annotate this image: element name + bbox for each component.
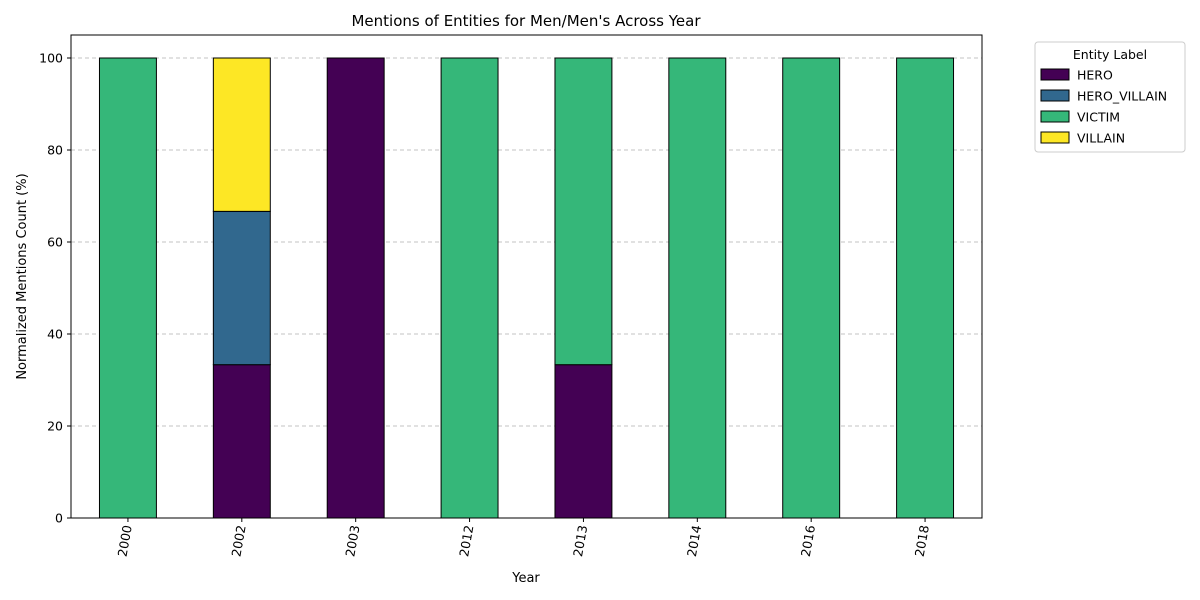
- legend-label: HERO_VILLAIN: [1077, 89, 1167, 104]
- bar-segment-hero-2003: [326, 57, 385, 519]
- legend-swatch: [1040, 68, 1070, 81]
- bar-segment-hero-villain-2002: [212, 210, 271, 366]
- chart-title: Mentions of Entities for Men/Men's Acros…: [351, 12, 701, 30]
- legend: Entity Label HERO HERO_VILLAIN VICTIM VILLA…: [1034, 41, 1186, 153]
- legend-swatch: [1040, 89, 1070, 102]
- bar-segment-hero-2002: [212, 364, 271, 519]
- y-axis-title: Normalized Mentions Count (%): [15, 173, 30, 379]
- x-tick-label: 2012: [456, 524, 476, 558]
- legend-swatch: [1040, 131, 1070, 144]
- y-tick-label: 100: [39, 51, 63, 66]
- bar-segment-villain-2002: [212, 57, 271, 212]
- bar-segment-victim-2018: [896, 57, 955, 519]
- x-axis-ticks: 2000 2002 2003 2012 2013 2014 2016 2018: [115, 518, 932, 558]
- x-tick-label: 2013: [570, 524, 590, 558]
- bar-segment-victim-2014: [668, 57, 727, 519]
- x-tick-label: 2018: [912, 524, 932, 558]
- legend-items: HERO HERO_VILLAIN VICTIM VILLAIN: [1040, 68, 1167, 146]
- x-tick-label: 2003: [342, 524, 362, 558]
- bar-segment-victim-2013: [554, 57, 613, 366]
- legend-title: Entity Label: [1073, 47, 1147, 62]
- legend-label: VICTIM: [1077, 110, 1120, 125]
- legend-frame: [1034, 41, 1186, 153]
- legend-swatch: [1040, 110, 1070, 123]
- x-tick-label: 2000: [115, 524, 135, 558]
- bar-segment-victim-2012: [440, 57, 499, 519]
- x-tick-label: 2016: [798, 524, 818, 558]
- y-tick-label: 80: [47, 143, 63, 158]
- legend-label: VILLAIN: [1077, 131, 1125, 146]
- plot-frame: [70, 34, 983, 519]
- y-axis-ticks: 0 20 40 60 80 100: [39, 51, 71, 526]
- y-tick-label: 20: [47, 419, 63, 434]
- bar-segment-victim-2016: [782, 57, 841, 519]
- bar-segment-hero-2013: [554, 364, 613, 519]
- y-tick-label: 40: [47, 327, 63, 342]
- x-tick-label: 2002: [228, 524, 248, 558]
- bar-segment-victim-2000: [98, 57, 157, 519]
- y-tick-label: 0: [55, 511, 63, 526]
- x-axis-title: Year: [511, 571, 540, 586]
- y-tick-label: 60: [47, 235, 63, 250]
- bars: [98, 57, 955, 519]
- legend-label: HERO: [1077, 68, 1113, 83]
- x-tick-label: 2014: [684, 524, 704, 558]
